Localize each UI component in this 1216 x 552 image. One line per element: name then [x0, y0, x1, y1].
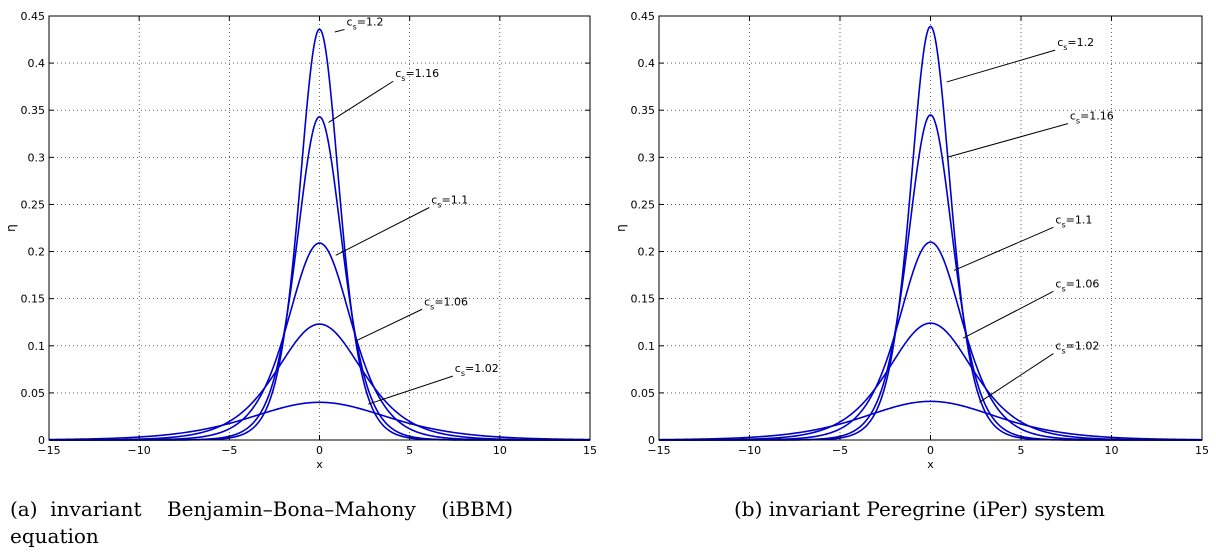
- y-tick-label: 0.1: [638, 340, 656, 353]
- y-tick-label: 0.35: [631, 104, 656, 117]
- x-tick-label: −5: [221, 444, 237, 457]
- series-curve: [49, 28, 590, 441]
- annotation-pointer: [335, 207, 430, 256]
- annotation-pointer: [328, 80, 394, 123]
- series-annotation: cs=1.1: [431, 194, 468, 210]
- annotation-pointer: [979, 353, 1054, 403]
- x-tick-label: −15: [647, 444, 670, 457]
- series-curve: [49, 115, 590, 441]
- series-annotation: cs=1.02: [455, 362, 499, 378]
- x-tick-label: 10: [493, 444, 507, 457]
- series-annotation: cs=1.06: [1055, 277, 1099, 293]
- x-tick-label: 15: [583, 444, 597, 457]
- y-axis-label: η: [4, 224, 18, 232]
- series-curve: [659, 241, 1202, 441]
- chart-panel-b: −15 −10 −5 0 5 10 15 0 0.05 0.1 0.15 0.2 0.25 0.3 0.35…: [614, 10, 1209, 471]
- y-tick-label: 0.05: [21, 387, 46, 400]
- x-axis-label: x: [316, 458, 323, 471]
- series-curve: [659, 114, 1202, 441]
- series-annotation: cs=1.1: [1055, 213, 1092, 229]
- series-curve: [49, 323, 590, 441]
- series-annotation: cs=1.2: [1057, 36, 1094, 52]
- x-tick-label: 5: [1018, 444, 1025, 457]
- y-tick-label: 0.15: [631, 293, 656, 306]
- x-tick-label: 15: [1195, 444, 1209, 457]
- y-tick-label: 0.25: [21, 198, 46, 211]
- annotation-pointer: [946, 49, 1056, 83]
- series-annotation: cs=1.02: [1055, 340, 1099, 356]
- y-tick-label: 0: [38, 434, 45, 447]
- y-tick-label: 0.15: [21, 293, 46, 306]
- annotation-pointer: [962, 290, 1054, 339]
- y-tick-label: 0.45: [631, 10, 656, 23]
- x-tick-label: 5: [406, 444, 413, 457]
- x-tick-label: 10: [1105, 444, 1119, 457]
- caption-a-line2: equation: [10, 524, 99, 548]
- series-annotation: cs=1.16: [395, 67, 439, 83]
- y-tick-label: 0: [648, 434, 655, 447]
- caption-a-line1: (a) invariant Benjamin–Bona–Mahony (iBBM…: [10, 497, 513, 521]
- y-tick-label: 0.4: [638, 57, 656, 70]
- series-annotation: cs=1.16: [1070, 110, 1114, 126]
- y-tick-label: 0.35: [21, 104, 46, 117]
- y-tick-label: 0.45: [21, 10, 46, 23]
- y-tick-label: 0.1: [28, 340, 46, 353]
- y-tick-label: 0.05: [631, 387, 656, 400]
- annotation-pointer: [946, 123, 1069, 158]
- y-tick-label: 0.25: [631, 198, 656, 211]
- chart-panel-a: −15 −10 −5 0 5 10 15 0 0.05 0.1 0.15 0.2 0.25 0.3 0.35…: [4, 10, 597, 471]
- y-tick-label: 0.2: [28, 246, 46, 259]
- y-tick-label: 0.2: [638, 246, 656, 259]
- series-annotation: cs=1.06: [424, 295, 468, 311]
- x-tick-label: 0: [316, 444, 323, 457]
- series-annotation: cs=1.2: [347, 15, 384, 31]
- y-tick-label: 0.3: [638, 151, 656, 164]
- x-tick-label: −10: [128, 444, 151, 457]
- y-tick-label: 0.3: [28, 151, 46, 164]
- caption-b: (b) invariant Peregrine (iPer) system: [734, 497, 1105, 521]
- y-tick-label: 0.4: [28, 57, 46, 70]
- x-tick-label: −10: [738, 444, 761, 457]
- annotation-pointer: [355, 308, 423, 342]
- annotation-pointer: [334, 28, 345, 33]
- x-tick-label: 0: [927, 444, 934, 457]
- annotation-pointer: [368, 375, 453, 405]
- x-tick-label: −15: [37, 444, 60, 457]
- x-tick-label: −5: [832, 444, 848, 457]
- annotation-pointer: [953, 226, 1054, 271]
- y-axis-label: η: [614, 224, 628, 232]
- x-axis-label: x: [927, 458, 934, 471]
